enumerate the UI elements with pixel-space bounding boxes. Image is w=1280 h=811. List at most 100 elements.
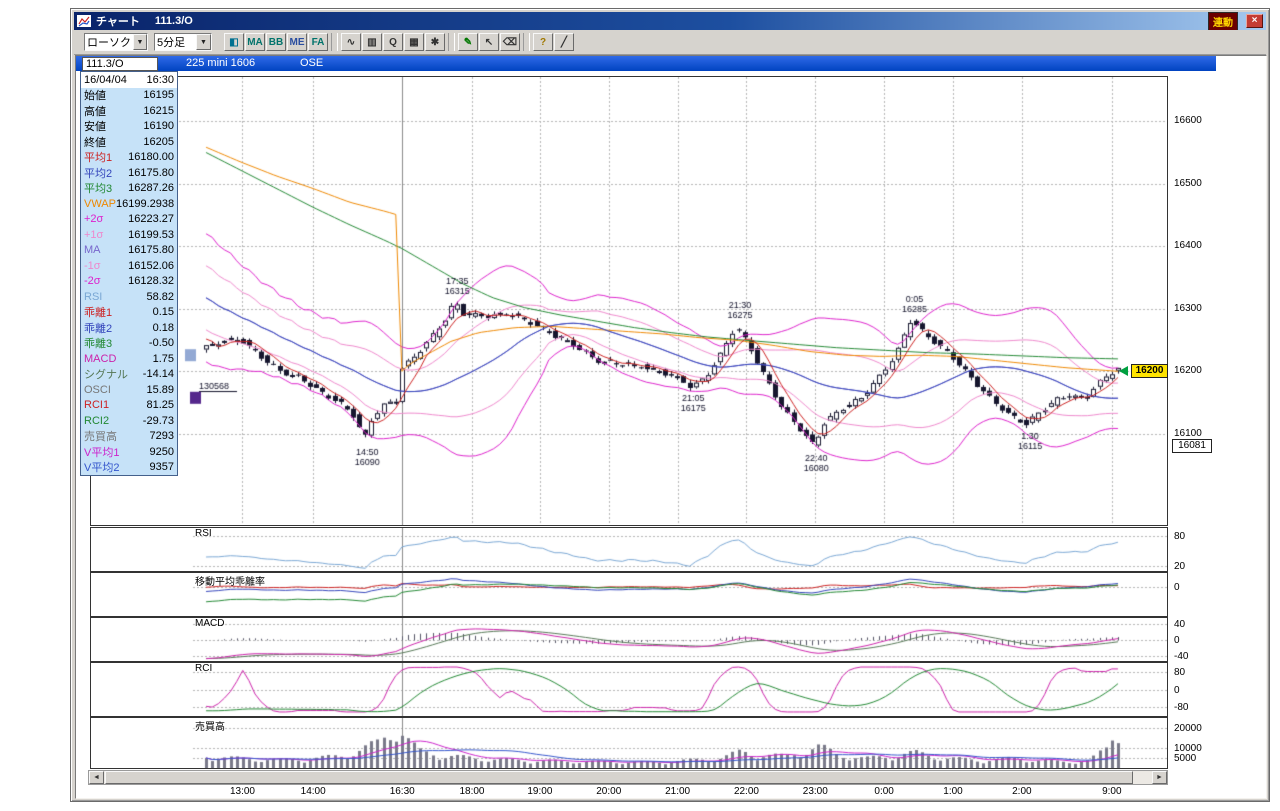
interval-dropdown-arrow-icon[interactable]: ▼ [196,34,211,50]
quote-value: 0.18 [152,321,174,334]
subpanel-deviation[interactable]: 移動平均乖離率 [90,572,1168,617]
indicator-axis-label: 0 [1174,684,1180,696]
quote-value: 16175.80 [128,244,174,257]
toolbar-separator [448,33,455,51]
eraser-button[interactable]: ⌫ [500,33,520,51]
cursor-button[interactable]: ↖ [479,33,499,51]
zoom-button[interactable]: Q [383,33,403,51]
interval-select[interactable]: 5分足 ▼ [154,33,212,51]
linked-mode-badge[interactable]: 連動 [1208,11,1238,31]
line-chart-button[interactable]: ∿ [341,33,361,51]
time-axis-label: 18:00 [459,786,485,797]
quote-label: 売買高 [84,431,117,444]
chart-style-select[interactable]: ローソク ▼ [84,33,148,51]
quote-label: V平均2 [84,462,120,475]
quote-value: 16152.06 [128,259,174,272]
subpanel-title: RSI [195,528,212,539]
bar-chart-button[interactable]: ▥ [362,33,382,51]
moving-average-button[interactable]: MA [245,33,265,51]
time-axis-label: 1:00 [943,786,963,797]
instrument-bar: 225 mini 1606 OSE [76,56,1216,71]
quote-row-23: V平均1 9250 [81,444,177,460]
price-axis-label: 16300 [1174,302,1202,314]
horizontal-scrollbar[interactable]: ◄ ► [88,770,1168,785]
chart-content-area: 225 mini 1606 OSE 111.3/O 16/04/04 16:30… [75,55,1267,799]
window-title: チャート [96,16,140,28]
quote-label: -2σ [84,275,101,288]
subpanel-rsi[interactable]: RSI [90,527,1168,572]
quote-label: VWAP [84,197,116,210]
quote-label: 平均1 [84,152,113,165]
quote-row-9: +1σ 16199.53 [81,227,177,243]
grid-button[interactable]: ▦ [404,33,424,51]
quote-row-10: MA 16175.80 [81,243,177,259]
time-axis-label: 16:30 [389,786,415,797]
trendline-button[interactable]: ╱ [554,33,574,51]
subpanel-canvas[interactable] [91,573,1167,616]
chart-style-value: ローソク [87,37,131,49]
indicator-settings-button[interactable]: ✱ [425,33,445,51]
time-axis-label: 0:00 [874,786,894,797]
quote-date: 16/04/04 [84,73,127,86]
quote-value: 16195 [143,89,174,102]
quote-label: 始値 [84,90,106,103]
subpanel-rci[interactable]: RCI [90,662,1168,717]
quote-row-18: シグナル -14.14 [81,367,177,383]
quote-label: 平均3 [84,183,113,196]
indicator-axis-label: 80 [1174,666,1186,678]
quote-row-19: OSCI 15.89 [81,382,177,398]
quote-label: OSCI [84,383,111,396]
quote-label: 乖離2 [84,322,113,335]
close-button[interactable]: × [1246,14,1263,28]
draw-pencil-button[interactable]: ✎ [458,33,478,51]
quote-row-3: 終値 16205 [81,134,177,150]
fa-indicator-button[interactable]: FA [308,33,328,51]
time-axis-label: 19:00 [527,786,553,797]
price-chart-canvas[interactable] [91,77,1167,525]
base-price-label: 16081 [1172,439,1212,454]
main-price-chart[interactable] [90,76,1168,526]
subpanel-volume[interactable]: 売買高 [90,717,1168,769]
scroll-right-button[interactable]: ► [1152,771,1167,784]
quote-row-11: -1σ 16152.06 [81,258,177,274]
search-help-button[interactable]: ? [533,33,553,51]
bollinger-band-button[interactable]: BB [266,33,286,51]
indicator-axis-label: -40 [1174,651,1189,663]
subpanel-canvas[interactable] [91,528,1167,571]
quote-time: 16:30 [146,73,174,86]
quote-label: RCI1 [84,399,110,412]
indicator-axis-label: 40 [1174,619,1186,631]
quote-value: 16199.2938 [116,197,175,210]
toolbar-separator [331,33,338,51]
subpanel-canvas[interactable] [91,663,1167,716]
subpanel-macd[interactable]: MACD [90,617,1168,662]
time-axis-label: 20:00 [596,786,622,797]
price-axis-label: 16400 [1174,240,1202,252]
indicator-axis-label: 80 [1174,530,1186,542]
indicator-axis-label: -80 [1174,702,1189,714]
scroll-left-button[interactable]: ◄ [89,771,104,784]
time-axis-label: 2:00 [1012,786,1032,797]
scrollbar-thumb[interactable] [105,771,1133,784]
quote-row-6: 平均3 16287.26 [81,181,177,197]
quote-label: RCI2 [84,414,110,427]
quote-value: 16175.80 [128,166,174,179]
subpanel-canvas[interactable] [91,618,1167,661]
toolbar: ローソク ▼ 5分足 ▼ ◧ MA BB ME FA ∿ ▥ Q ▦ ✱ ✎ ↖ ⌫? ╱ [74,30,1266,55]
chart-app-icon [77,15,91,27]
window-title-code: 111.3/O [154,15,193,27]
quote-label: +1σ [84,228,104,241]
time-axis-label: 9:00 [1102,786,1122,797]
quote-row-13: RSI 58.82 [81,289,177,305]
subpanel-title: MACD [195,618,225,629]
quote-value: 0.15 [152,306,174,319]
quote-value: 16223.27 [128,213,174,226]
subpanel-canvas[interactable] [91,718,1167,768]
title-bar[interactable]: チャート 111.3/O 連動 × [74,11,1266,31]
quote-row-1: 高値 16215 [81,103,177,119]
quote-row-24: V平均2 9357 [81,460,177,476]
chart-pattern-button[interactable]: ◧ [224,33,244,51]
chart-style-dropdown-arrow-icon[interactable]: ▼ [133,34,147,50]
instrument-code-field[interactable]: 111.3/O [82,57,158,71]
envelope-button[interactable]: ME [287,33,307,51]
